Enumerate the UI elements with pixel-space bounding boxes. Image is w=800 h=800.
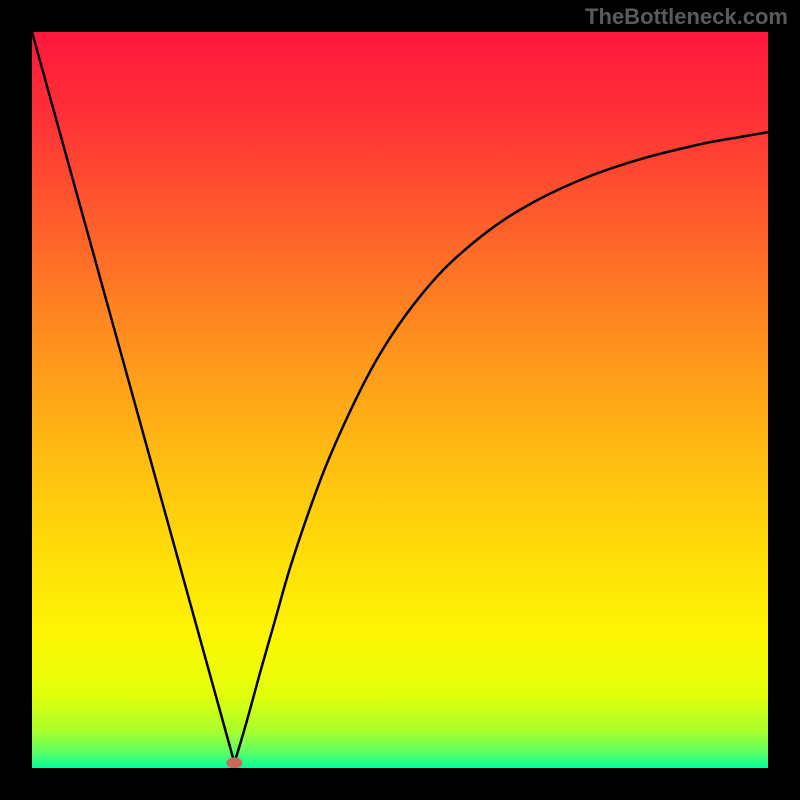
watermark-text: TheBottleneck.com	[585, 4, 788, 30]
plot-area	[32, 32, 768, 768]
left-line	[32, 32, 234, 763]
curves-svg	[32, 32, 768, 768]
right-curve	[234, 132, 768, 763]
minimum-marker	[226, 757, 242, 768]
